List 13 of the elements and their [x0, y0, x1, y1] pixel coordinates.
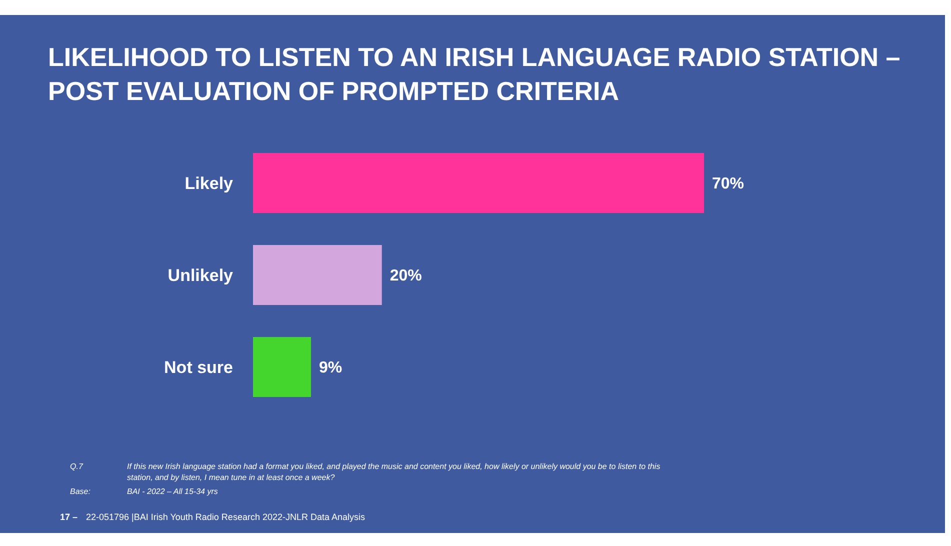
data-label: 70%	[712, 176, 744, 193]
data-label: 20%	[390, 268, 422, 285]
y-tick-label: Unlikely	[168, 266, 234, 286]
y-tick-label: Not sure	[164, 358, 233, 378]
text: Base:	[70, 486, 92, 497]
y-tick-label: Likely	[184, 174, 234, 194]
text: 17 –	[60, 512, 78, 522]
text: 22-051796 |BAI Irish Youth Radio Research 2022-JNLR Data Analysis	[86, 512, 366, 523]
text: BAI - 2022 – All 15-34 yrs	[127, 486, 219, 497]
chart-title: LIKELIHOOD TO LISTEN TO AN IRISH LANGUAGE RADIO STATION – POST EVALUATION OF PROMPTED CRITERIA	[48, 41, 902, 108]
text: If this new Irish language station had a format you liked, and played the music and content you liked, how likely or unlikely would you be to listen to this station, and by listen, I mean tune in at least once a week?	[127, 461, 662, 483]
data-label: 9%	[318, 360, 342, 377]
text: Q.7	[70, 461, 84, 472]
